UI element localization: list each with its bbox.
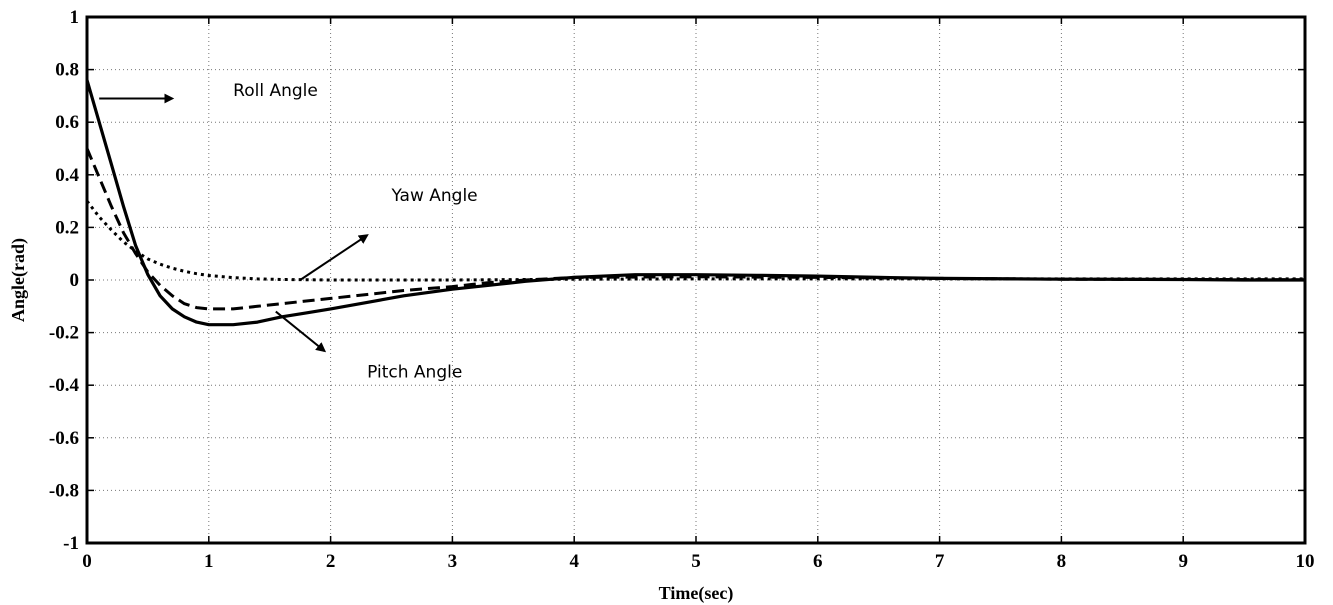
y-axis-title: Angle(rad) [8, 238, 29, 322]
annotation-arrow-pitch-angle [275, 310, 327, 353]
annotation-label-roll-angle: Roll Angle [233, 81, 318, 101]
x-tick-label: 8 [1057, 551, 1067, 572]
y-tick-label: -0.8 [49, 480, 79, 501]
x-tick-label: 1 [204, 551, 214, 572]
x-tick-label: 4 [569, 551, 579, 572]
annotation-arrow-yaw-angle [299, 234, 369, 281]
y-tick-label: -0.2 [49, 323, 79, 344]
x-axis-title: Time(sec) [659, 583, 734, 604]
x-tick-label: 7 [935, 551, 945, 572]
series-yaw-angle-line [85, 200, 1305, 282]
y-tick-label: 0.6 [55, 112, 79, 133]
grid [87, 17, 1305, 543]
series-group [85, 79, 1306, 327]
y-tick-label: 0.4 [55, 165, 79, 186]
series-roll-angle-line [85, 79, 1305, 327]
x-tick-label: 9 [1178, 551, 1188, 572]
x-tick-label: 2 [326, 551, 336, 572]
y-tick-label: 0 [70, 270, 80, 291]
y-tick-label: 1 [70, 7, 80, 28]
x-tick-label: 0 [82, 551, 92, 572]
x-tick-label: 6 [813, 551, 823, 572]
tick-labels: 0 1 2 3 4 5 6 7 8 9 10 1 0.8 0.6 0.4 0.2 0 -0.2 -0.4 -0.6 -0… [49, 7, 1315, 572]
y-tick-label: -0.4 [49, 375, 80, 396]
x-tick-label: 3 [448, 551, 458, 572]
annotation-label-pitch-angle: Pitch Angle [367, 362, 462, 382]
series-pitch-angle-line [85, 147, 1306, 311]
annotation-label-yaw-angle: Yaw Angle [391, 186, 478, 206]
y-tick-label: 0.2 [55, 217, 79, 238]
x-tick-label: 10 [1296, 551, 1315, 572]
y-tick-label: -0.6 [49, 428, 79, 449]
x-tick-label: 5 [691, 551, 701, 572]
y-tick-label: -1 [63, 533, 79, 554]
y-tick-label: 0.8 [55, 60, 79, 81]
annotations: Roll Angle Yaw Angle Pitch Angle [99, 81, 478, 382]
